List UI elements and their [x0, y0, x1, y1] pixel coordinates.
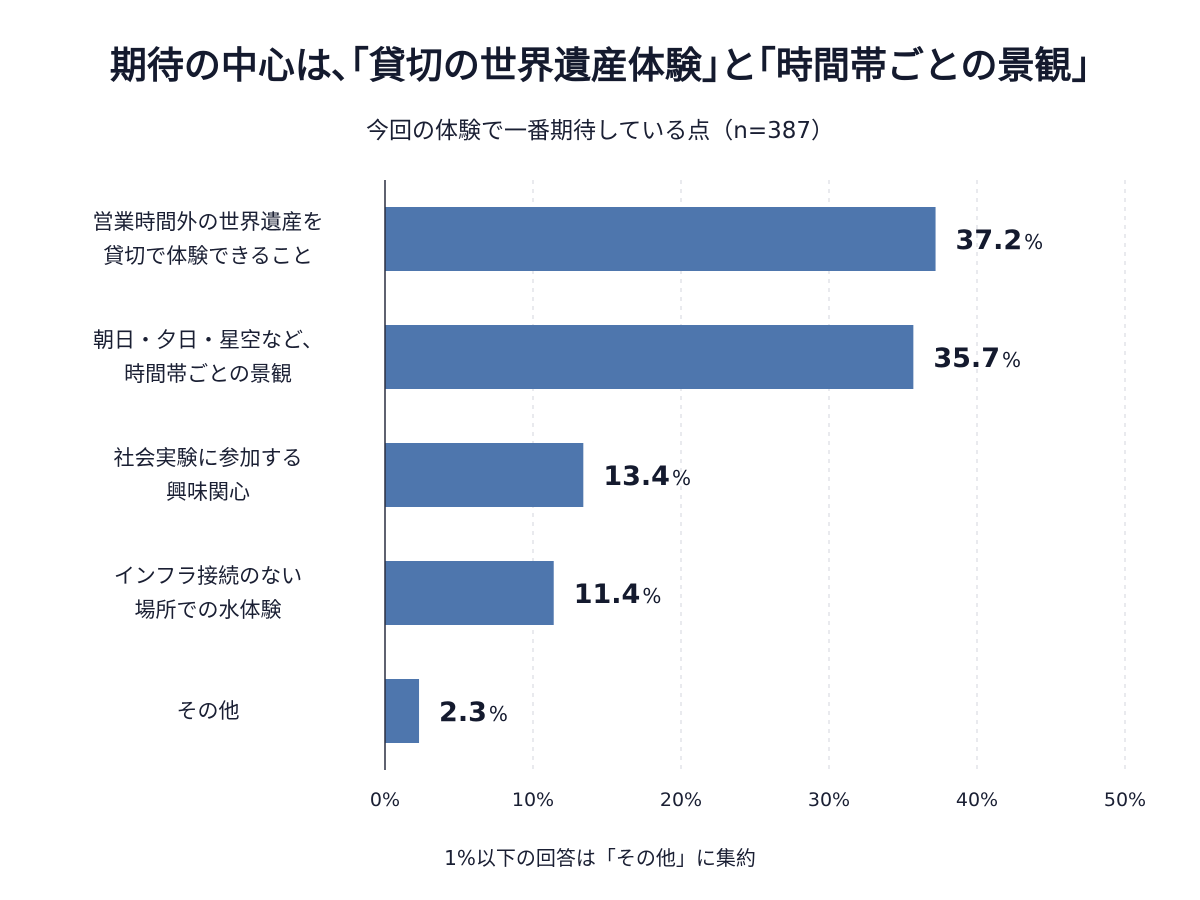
value-labels: 37.2 %35.7 %13.4 %11.4 %2.3%: [439, 225, 1043, 728]
category-label: 朝日・夕日・星空など、時間帯ごとの景観: [93, 328, 323, 386]
value-number: 35.7: [933, 343, 1000, 374]
category-label: インフラ接続のない場所での水体験: [114, 564, 302, 622]
category-label: 営業時間外の世界遺産を貸切で体験できること: [93, 210, 324, 268]
bar: [385, 561, 554, 625]
bars: [385, 207, 936, 743]
value-number: 37.2: [956, 225, 1023, 256]
category-label: その他: [177, 699, 240, 723]
value-unit: %: [489, 702, 508, 726]
category-labels: 営業時間外の世界遺産を貸切で体験できること朝日・夕日・星空など、時間帯ごとの景観…: [93, 210, 324, 723]
bar: [385, 207, 936, 271]
category-label-line: 時間帯ごとの景観: [124, 362, 292, 386]
chart-title: 期待の中心は､｢貸切の世界遺産体験｣と｢時間帯ごとの景観｣: [110, 44, 1090, 87]
bar: [385, 679, 420, 743]
value-unit: %: [642, 584, 661, 608]
category-label-line: インフラ接続のない: [114, 564, 302, 588]
x-tick-label: 0%: [370, 789, 400, 811]
value-unit: %: [1002, 348, 1021, 372]
value-number: 11.4: [574, 579, 641, 610]
x-axis-ticks: 0% 10% 20% 30% 40% 50%: [370, 789, 1146, 811]
value-label: 11.4%: [574, 579, 662, 610]
value-unit: %: [1024, 230, 1043, 254]
category-label-line: 営業時間外の世界遺産を: [93, 210, 324, 234]
chart-subtitle: 今回の体験で一番期待している点（n=387）: [366, 118, 834, 144]
category-label-line: その他: [177, 699, 240, 723]
bar: [385, 443, 584, 507]
value-label: 13.4%: [603, 461, 691, 492]
x-tick-label: 10%: [512, 789, 554, 811]
x-tick-label: 30%: [808, 789, 850, 811]
footnote: 1%以下の回答は「その他」に集約: [444, 846, 756, 870]
value-label: 35.7%: [933, 343, 1021, 374]
value-label: 37.2%: [956, 225, 1044, 256]
x-tick-label: 50%: [1104, 789, 1146, 811]
category-label: 社会実験に参加する興味関心: [114, 446, 303, 504]
category-label-line: 興味関心: [166, 480, 250, 504]
value-label: 2.3%: [439, 697, 508, 728]
value-unit: %: [672, 466, 691, 490]
value-number: 2.3: [439, 697, 487, 728]
category-label-line: 貸切で体験できること: [103, 244, 313, 268]
value-number: 13.4: [603, 461, 670, 492]
x-tick-label: 20%: [660, 789, 702, 811]
category-label-line: 朝日・夕日・星空など、: [93, 328, 323, 352]
x-tick-label: 40%: [956, 789, 998, 811]
category-label-line: 社会実験に参加する: [114, 446, 303, 470]
category-label-line: 場所での水体験: [135, 598, 282, 622]
bar: [385, 325, 914, 389]
